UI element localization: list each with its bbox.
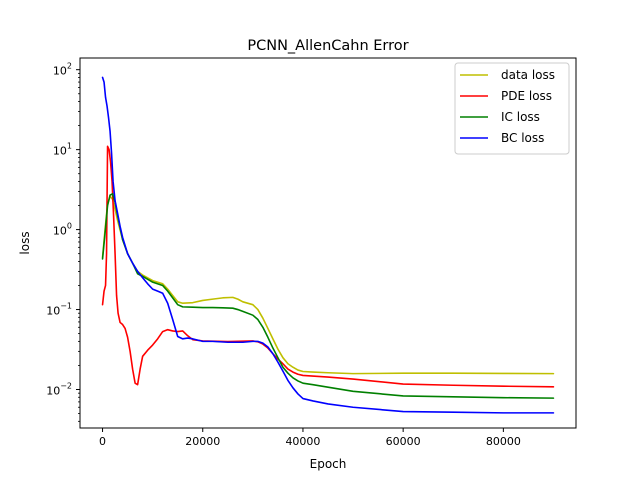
legend: data loss PDE loss IC loss BC loss (454, 62, 570, 155)
y-axis-label: loss (18, 231, 32, 254)
tick-layer: 0 20000 40000 60000 80000 10−2 10−1 100 101 102 (46, 62, 521, 448)
y-tick-label: 102 (53, 62, 72, 78)
legend-label: PDE loss (501, 89, 552, 103)
legend-box (454, 62, 570, 155)
y-tick-label: 100 (53, 222, 72, 238)
series-line-PDE-loss (101, 145, 555, 388)
legend-label: IC loss (501, 110, 540, 124)
legend-label: BC loss (501, 131, 544, 145)
x-tick-label: 40000 (285, 435, 320, 448)
x-tick-label: 0 (99, 435, 106, 448)
series-layer (101, 76, 555, 414)
chart-title: PCNN_AllenCahn Error (247, 38, 408, 54)
x-tick-label: 20000 (185, 435, 220, 448)
series-line-BC-loss (101, 76, 555, 414)
x-tick-label: 60000 (386, 435, 421, 448)
legend-label: data loss (501, 68, 555, 82)
y-tick-label: 10−2 (46, 382, 72, 398)
plot-frame (79, 57, 577, 429)
y-tick-label: 10−1 (46, 302, 72, 318)
x-tick-label: 80000 (486, 435, 521, 448)
x-axis-label: Epoch (310, 457, 347, 471)
y-tick-label: 101 (53, 142, 72, 158)
